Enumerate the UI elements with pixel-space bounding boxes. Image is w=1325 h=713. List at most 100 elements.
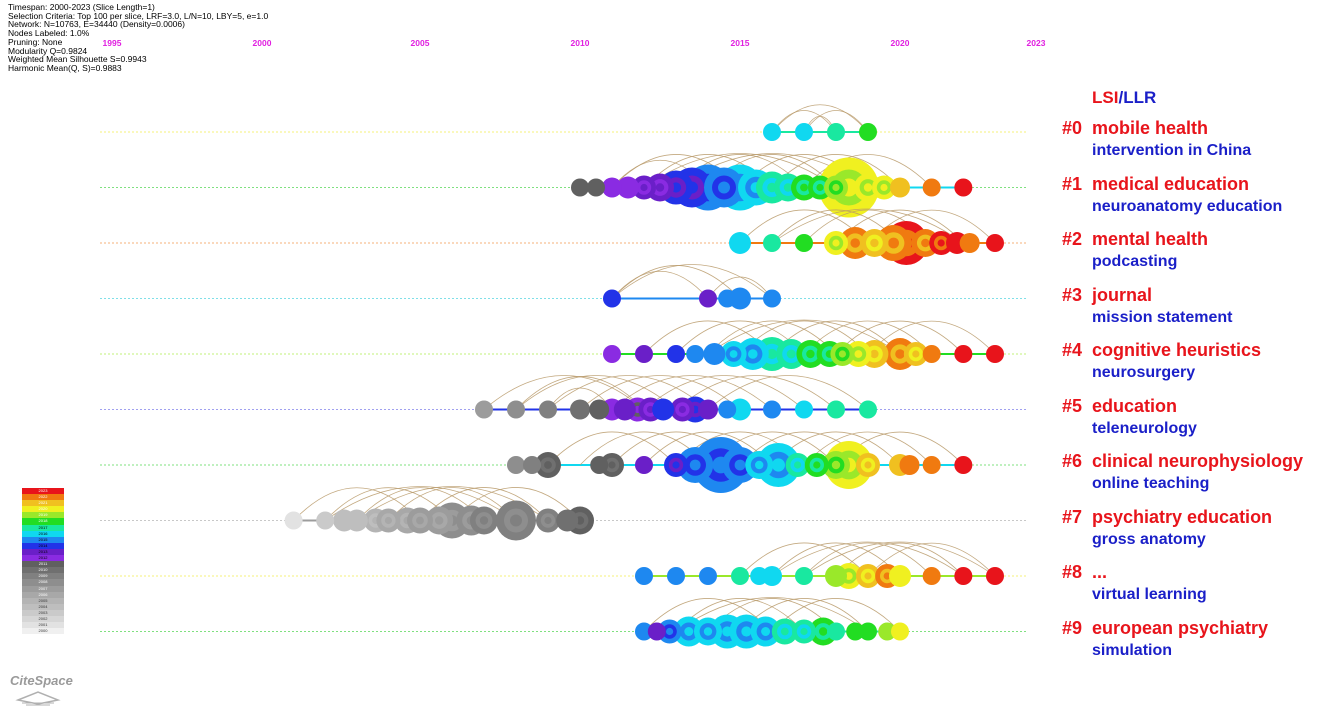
publication-node[interactable]	[750, 567, 769, 585]
publication-node[interactable]	[589, 399, 610, 420]
cluster-label[interactable]: #7 psychiatry education gross anatomy	[1062, 507, 1272, 549]
publication-node[interactable]	[729, 398, 751, 421]
publication-node[interactable]	[729, 232, 751, 254]
publication-node[interactable]	[587, 178, 605, 197]
publication-node[interactable]	[954, 567, 973, 585]
publication-node[interactable]	[698, 399, 718, 420]
cluster-row[interactable]	[100, 264, 1028, 310]
publication-node[interactable]	[667, 345, 685, 363]
publication-node[interactable]	[590, 456, 609, 474]
publication-node[interactable]	[686, 345, 705, 363]
publication-node[interactable]	[827, 622, 845, 641]
publication-node[interactable]	[846, 622, 865, 641]
publication-node[interactable]	[878, 622, 897, 641]
publication-node[interactable]	[613, 398, 636, 421]
publication-node[interactable]	[795, 234, 813, 252]
cluster-row[interactable]	[100, 431, 1028, 493]
publication-node[interactable]	[762, 566, 782, 586]
publication-node[interactable]	[556, 509, 579, 532]
timeline-chart[interactable]: 1995 2000 2005 2010 2015 2020 2023	[0, 0, 1060, 711]
publication-node[interactable]	[667, 567, 685, 585]
cluster-label[interactable]: #0 mobile health intervention in China	[1062, 118, 1251, 160]
publication-node[interactable]	[954, 456, 973, 474]
publication-node[interactable]	[795, 567, 813, 585]
publication-node[interactable]	[763, 234, 781, 252]
cluster-label[interactable]: #5 education teleneurology	[1062, 396, 1197, 438]
cluster-row[interactable]	[100, 319, 1028, 371]
publication-node[interactable]	[859, 400, 877, 419]
publication-node[interactable]	[635, 567, 653, 585]
citation-arc	[611, 375, 773, 410]
publication-node[interactable]	[763, 123, 781, 141]
cluster-label[interactable]: #8... virtual learning	[1062, 562, 1207, 604]
publication-node[interactable]	[859, 622, 877, 641]
cluster-label[interactable]: #1 medical education neuroanatomy educatio…	[1062, 174, 1282, 216]
cluster-row[interactable]	[100, 104, 1028, 141]
meta-line: Nodes Labeled: 1.0%	[8, 28, 90, 39]
publication-node[interactable]	[763, 400, 781, 419]
publication-node[interactable]	[859, 123, 877, 141]
cluster-label[interactable]: #4 cognitive heuristics neurosurgery	[1062, 340, 1261, 382]
publication-node[interactable]	[827, 123, 845, 141]
publication-node[interactable]	[703, 343, 726, 365]
publication-node[interactable]	[763, 289, 781, 308]
publication-node[interactable]	[571, 178, 589, 197]
publication-node[interactable]	[284, 511, 303, 530]
cluster-label[interactable]: #6 clinical neurophysiology online teachin…	[1062, 451, 1303, 493]
publication-node[interactable]	[729, 287, 751, 310]
colorbar-swatch: 2002	[22, 615, 64, 623]
publication-node[interactable]	[731, 567, 749, 585]
publication-node[interactable]	[795, 123, 813, 141]
publication-node[interactable]	[507, 400, 525, 419]
publication-node[interactable]	[718, 289, 737, 308]
publication-node[interactable]	[889, 565, 911, 587]
citation-arc	[771, 542, 901, 577]
publication-node[interactable]	[699, 567, 717, 585]
publication-node[interactable]	[922, 345, 941, 363]
publication-node[interactable]	[891, 622, 909, 641]
publication-node[interactable]	[827, 400, 845, 419]
publication-node[interactable]	[635, 622, 653, 641]
publication-node[interactable]	[922, 178, 941, 197]
cluster-label[interactable]: #9 european psychiatry simulation	[1062, 618, 1268, 660]
publication-node[interactable]	[825, 565, 847, 587]
publication-node[interactable]	[345, 509, 368, 532]
cluster-lsi-label: medical education	[1092, 173, 1250, 194]
publication-node[interactable]	[523, 456, 541, 474]
publication-node[interactable]	[922, 567, 941, 585]
publication-node[interactable]	[602, 177, 622, 198]
cluster-label[interactable]: #3 journal mission statement	[1062, 285, 1232, 327]
cluster-row[interactable]	[100, 208, 1028, 265]
publication-node[interactable]	[954, 345, 973, 363]
cluster-row[interactable]	[100, 597, 1028, 649]
publication-node[interactable]	[718, 400, 737, 419]
cluster-row[interactable]	[100, 153, 1028, 218]
publication-node[interactable]	[475, 400, 493, 419]
publication-node[interactable]	[652, 398, 675, 421]
publication-node[interactable]	[959, 233, 980, 253]
publication-node[interactable]	[922, 456, 941, 474]
publication-node[interactable]	[899, 455, 920, 475]
publication-node[interactable]	[570, 399, 590, 420]
publication-node[interactable]	[699, 289, 717, 308]
publication-node[interactable]	[890, 177, 910, 198]
publication-node-core	[435, 516, 444, 525]
publication-node[interactable]	[635, 345, 653, 363]
publication-node[interactable]	[539, 400, 557, 419]
cluster-row[interactable]	[100, 541, 1028, 589]
cluster-row[interactable]	[100, 375, 1028, 423]
publication-node[interactable]	[986, 234, 1004, 252]
publication-node[interactable]	[603, 289, 621, 308]
publication-node[interactable]	[507, 456, 525, 474]
cluster-row[interactable]	[100, 486, 1028, 541]
publication-node[interactable]	[986, 567, 1004, 585]
publication-node[interactable]	[986, 345, 1004, 363]
publication-node[interactable]	[635, 456, 653, 474]
publication-node[interactable]	[795, 400, 813, 419]
publication-node[interactable]	[954, 178, 973, 197]
publication-node[interactable]	[647, 622, 666, 641]
cluster-label[interactable]: #2 mental health podcasting	[1062, 229, 1208, 271]
publication-node[interactable]	[617, 176, 639, 199]
publication-node[interactable]	[603, 345, 621, 363]
publication-node[interactable]	[316, 511, 335, 530]
